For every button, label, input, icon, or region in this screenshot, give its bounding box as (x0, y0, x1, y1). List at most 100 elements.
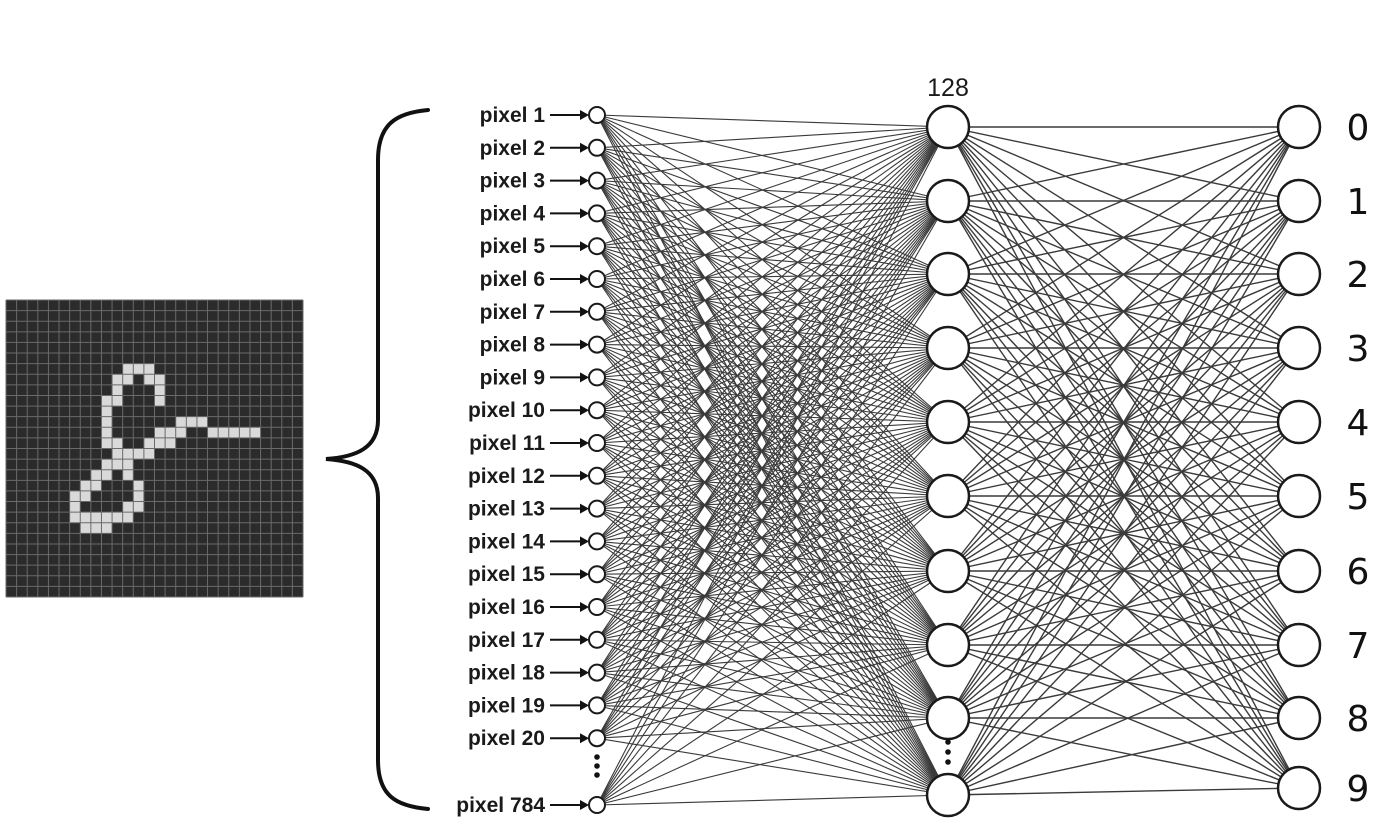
input-brace (325, 108, 430, 811)
arrow-head (580, 339, 589, 350)
input-node (588, 663, 606, 682)
input-hidden-connection (596, 200, 949, 806)
input-hidden-connection (596, 114, 949, 128)
input-hidden-connection (596, 126, 949, 444)
digit-pixel (133, 501, 144, 513)
input-hidden-connection (596, 376, 949, 572)
digit-pixel (154, 427, 166, 438)
output-label: 9 (1347, 769, 1370, 810)
input-hidden-connection (596, 114, 949, 572)
input-hidden-connection (596, 245, 949, 796)
output-node (1276, 473, 1322, 519)
input-hidden-connection (596, 200, 949, 313)
hidden-output-connection (947, 644, 1300, 719)
input-label: pixel 18 (468, 662, 545, 685)
input-node (588, 696, 606, 715)
input-hidden-connection (596, 347, 949, 575)
input-hidden-connection (596, 347, 949, 806)
input-hidden-connection (596, 475, 949, 497)
output-node (1276, 765, 1322, 811)
input-hidden-connection (596, 570, 949, 641)
hidden-output-connection (947, 570, 1300, 796)
output-node (1276, 695, 1322, 741)
hidden-output-connection (947, 495, 1300, 796)
input-hidden-connection (596, 273, 949, 542)
input-hidden-connection (596, 213, 949, 646)
input-label: pixel 6 (480, 268, 545, 291)
input-hidden-connection (596, 644, 949, 806)
input-ellipsis-dot (594, 763, 600, 769)
digit-pixel (175, 416, 187, 428)
input-hidden-connection (596, 347, 949, 477)
input-hidden-connection (596, 126, 949, 247)
input-hidden-connection (596, 421, 949, 641)
hidden-output-connection (947, 126, 1300, 646)
input-hidden-connection (596, 180, 949, 646)
input-hidden-connection (596, 409, 949, 572)
input-hidden-connection (596, 147, 949, 202)
input-hidden-connection (596, 126, 949, 313)
arrow-head (580, 700, 589, 711)
hidden-output-connection (947, 347, 1300, 796)
digit-pixel (249, 427, 261, 438)
input-label: pixel 13 (468, 498, 545, 521)
digit-pixel (80, 490, 91, 502)
input-node (588, 434, 606, 452)
input-node (588, 138, 606, 157)
input-label: pixel 10 (468, 399, 545, 422)
input-hidden-connection (596, 147, 949, 646)
hidden-ellipsis-dot (945, 749, 951, 755)
digit-pixel (133, 490, 144, 502)
input-hidden-connection (596, 475, 949, 796)
digit-pixel (154, 384, 166, 396)
output-node (1276, 325, 1322, 371)
input-hidden-connection (596, 421, 949, 575)
input-hidden-connection (596, 475, 949, 646)
input-hidden-connection (596, 606, 949, 796)
input-hidden-connection (596, 347, 949, 542)
input-hidden-connection (596, 508, 949, 796)
digit-pixel (239, 427, 250, 438)
digit-pixel (133, 448, 144, 460)
input-hidden-connection (596, 126, 949, 149)
input-hidden-connection (596, 421, 949, 806)
input-hidden-connection (596, 639, 949, 719)
digit-pixel (143, 448, 155, 460)
input-hidden-connection (596, 606, 949, 719)
arrow-head (580, 438, 589, 448)
digit-pixel (122, 512, 134, 523)
input-hidden-connection (596, 540, 949, 796)
input-hidden-connection (596, 573, 949, 719)
hidden-output-connection (947, 644, 1300, 796)
arrow-head (580, 733, 589, 744)
arrow-head (580, 602, 589, 612)
input-hidden-connection (596, 180, 949, 796)
digit-pixel (112, 448, 123, 460)
input-hidden-connection (596, 200, 949, 542)
input-hidden-connection (596, 180, 949, 572)
arrow-head (580, 208, 589, 219)
input-hidden-connection (596, 540, 949, 646)
digit-pixel (112, 395, 123, 407)
input-node (588, 532, 606, 551)
digit-pixel (101, 459, 113, 470)
input-hidden-connection (596, 704, 949, 719)
arrow-head (580, 372, 589, 383)
arrow-head (580, 667, 589, 678)
input-node (588, 401, 606, 420)
arrow-head (580, 306, 589, 317)
input-label: pixel 784 (456, 794, 545, 817)
input-hidden-connection (596, 114, 949, 202)
input-node (588, 466, 606, 485)
output-node (1276, 399, 1322, 445)
input-label: pixel 7 (480, 301, 545, 324)
input-hidden-connection (596, 347, 949, 674)
input-hidden-connection (596, 278, 949, 796)
input-hidden-connection (596, 344, 949, 572)
digit-pixel (165, 427, 176, 438)
input-hidden-connection (596, 245, 949, 349)
input-hidden-connection (596, 644, 949, 739)
digit-pixel (133, 363, 144, 375)
input-hidden-connection (596, 717, 949, 739)
input-hidden-connection (596, 200, 949, 214)
